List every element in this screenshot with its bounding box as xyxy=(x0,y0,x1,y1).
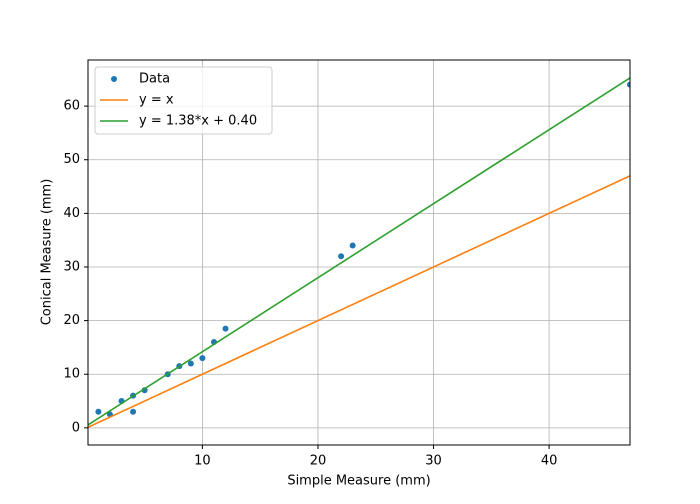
x-tick-label: 10 xyxy=(194,454,211,469)
x-tick-label: 20 xyxy=(310,454,327,469)
legend-marker xyxy=(111,76,117,82)
y-tick-label: 60 xyxy=(63,99,80,114)
data-point xyxy=(130,408,137,415)
fit-line xyxy=(88,77,630,426)
x-axis-label: Simple Measure (mm) xyxy=(287,474,430,489)
y-tick-label: 40 xyxy=(63,206,80,221)
data-point xyxy=(187,360,194,367)
data-point xyxy=(199,355,206,362)
y-tick-label: 20 xyxy=(63,313,80,328)
plot-area xyxy=(88,77,630,429)
grid xyxy=(88,60,630,445)
y-tick-label: 30 xyxy=(63,259,80,274)
legend-label: y = x xyxy=(139,93,174,108)
y-tick-label: 50 xyxy=(63,152,80,167)
y-axis-label: Conical Measure (mm) xyxy=(40,179,55,326)
axes-frame xyxy=(87,59,631,446)
data-point xyxy=(338,253,345,260)
data-point xyxy=(95,408,102,415)
x-tick-label: 30 xyxy=(425,454,442,469)
legend-label: y = 1.38*x + 0.40 xyxy=(139,114,257,129)
legend-box xyxy=(94,66,273,135)
data-point xyxy=(222,325,229,332)
legend: Data y = x y = 1.38*x + 0.40 xyxy=(94,66,273,135)
legend-label: Data xyxy=(139,72,170,87)
x-tick-label: 40 xyxy=(541,454,558,469)
data-point xyxy=(627,81,630,88)
y-tick-label: 0 xyxy=(72,420,80,435)
y-tick-label: 10 xyxy=(63,367,80,382)
fit-line xyxy=(88,175,630,429)
data-point xyxy=(349,242,356,249)
